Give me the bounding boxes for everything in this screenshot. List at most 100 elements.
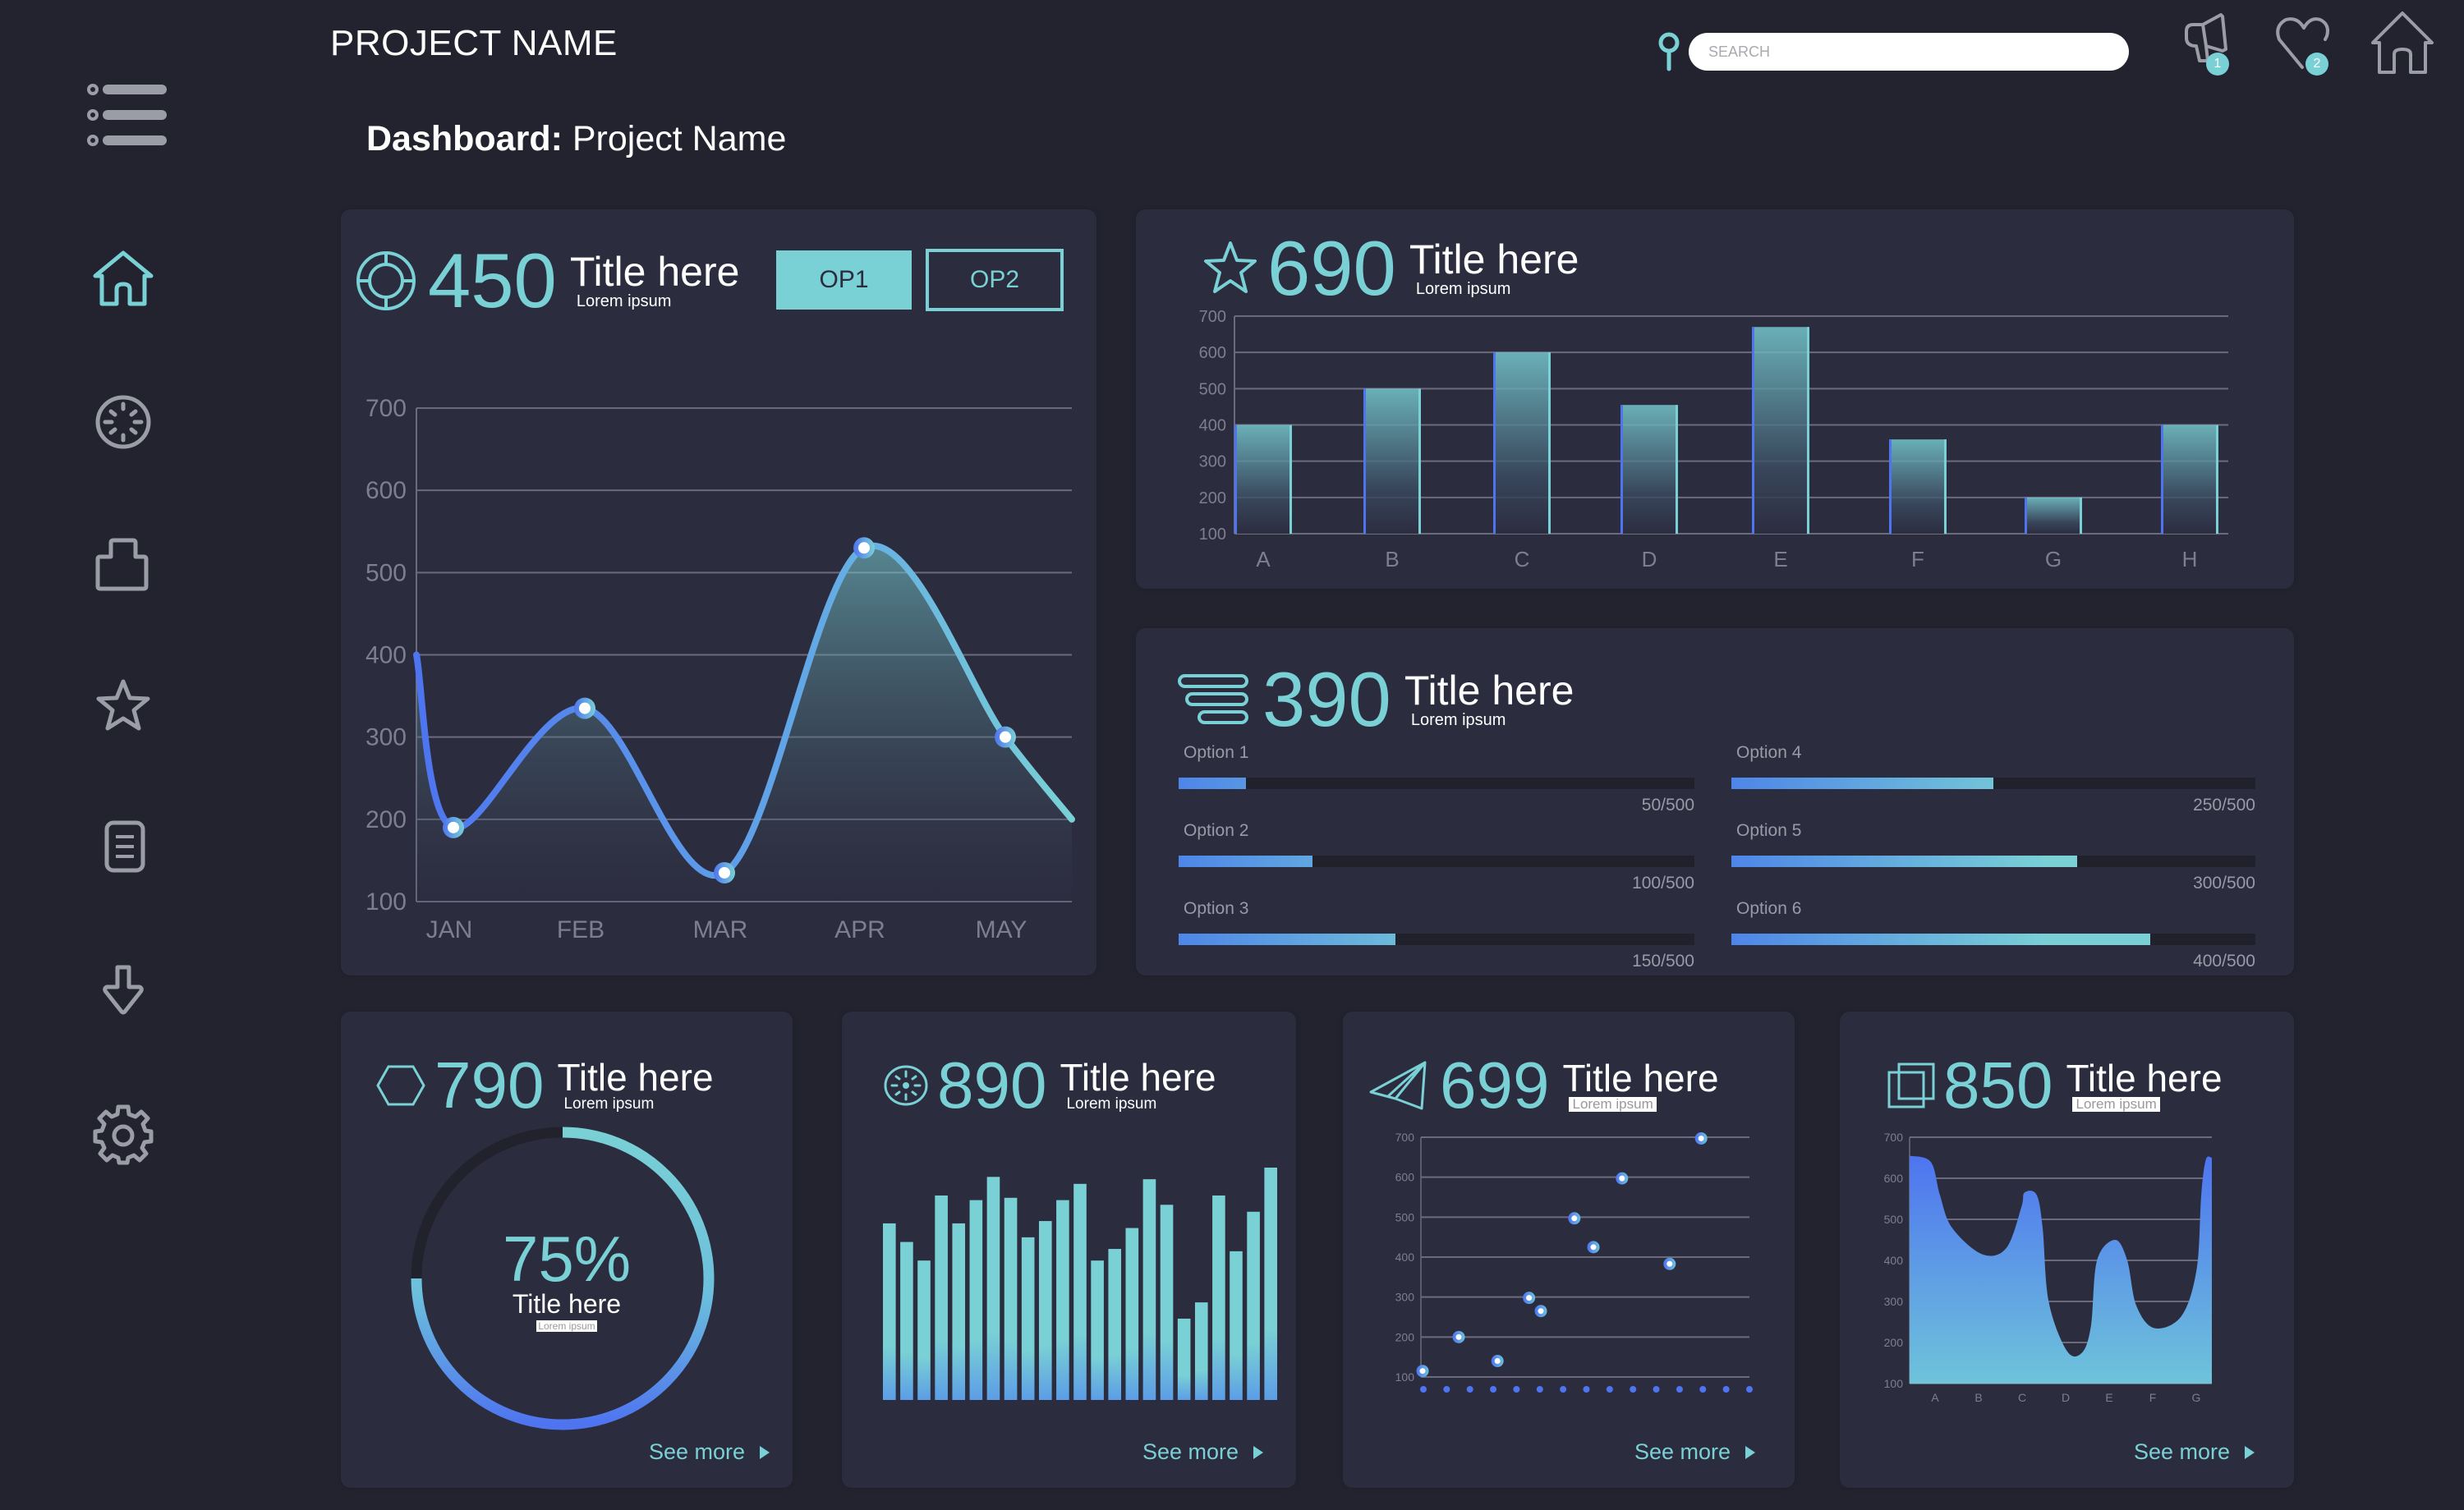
metric-value: 690 bbox=[1267, 225, 1396, 311]
search-input[interactable] bbox=[1689, 33, 2129, 71]
see-more-label: See more bbox=[2133, 1439, 2230, 1464]
dashboard-label: Dashboard: bbox=[366, 119, 563, 158]
bar bbox=[1363, 388, 1421, 534]
y-tick-label: 500 bbox=[365, 559, 407, 586]
progress-label: Option 3 bbox=[1184, 899, 1249, 918]
x-tick-dot bbox=[1466, 1386, 1473, 1393]
play-arrow-icon bbox=[1745, 1445, 1755, 1459]
x-tick-label: D bbox=[2062, 1391, 2070, 1402]
y-tick-label: 500 bbox=[1199, 380, 1226, 398]
op1-button[interactable]: OP1 bbox=[776, 250, 912, 310]
y-tick-label: 200 bbox=[1395, 1330, 1415, 1343]
x-tick-label: A bbox=[1256, 547, 1271, 571]
column-bar bbox=[883, 1223, 896, 1400]
y-tick-label: 400 bbox=[1199, 417, 1226, 435]
donut-subtitle: Lorem ipsum bbox=[536, 1320, 597, 1332]
x-tick-dot bbox=[1490, 1386, 1497, 1393]
card-title: Title here bbox=[1409, 236, 1579, 282]
x-tick-label: JAN bbox=[426, 916, 473, 943]
y-tick-label: 300 bbox=[365, 724, 407, 751]
home-button[interactable] bbox=[2370, 10, 2435, 76]
sidebar-item-documents[interactable] bbox=[90, 815, 156, 880]
sidebar-item-dashboard[interactable] bbox=[90, 389, 156, 455]
card-subtitle: Lorem ipsum bbox=[1569, 1096, 1657, 1113]
play-arrow-icon bbox=[2245, 1445, 2255, 1459]
box-icon bbox=[95, 538, 149, 591]
column-bar bbox=[1160, 1205, 1174, 1400]
donut-card: 790 Title here Lorem ipsum 75% Title her… bbox=[341, 1012, 793, 1488]
dial-icon bbox=[95, 395, 151, 449]
column-bar bbox=[1194, 1302, 1208, 1400]
download-arrow-icon bbox=[103, 965, 144, 1015]
sidebar-item-download[interactable] bbox=[90, 959, 156, 1025]
x-tick-label: MAR bbox=[693, 916, 748, 943]
card-subtitle: Lorem ipsum bbox=[563, 1095, 655, 1113]
heart-icon bbox=[2276, 17, 2329, 69]
progress-fill bbox=[1179, 856, 1313, 867]
card-header: 690 Title here Lorem ipsum bbox=[1202, 230, 1579, 307]
area-chart-card: 850 Title here Lorem ipsum 700 600 500 400 3… bbox=[1840, 1012, 2294, 1488]
x-tick-label: C bbox=[1515, 547, 1530, 571]
card-header: 790 Title here Lorem ipsum bbox=[375, 1053, 714, 1118]
see-more-link[interactable]: See more bbox=[649, 1439, 770, 1465]
x-tick-dot bbox=[1583, 1386, 1590, 1393]
card-title: Title here bbox=[1404, 668, 1574, 714]
target-icon bbox=[356, 251, 416, 310]
card-subtitle: Lorem ipsum bbox=[1066, 1095, 1157, 1113]
data-point-center bbox=[579, 702, 591, 714]
y-tick-label: 400 bbox=[365, 642, 407, 669]
see-more-link[interactable]: See more bbox=[1142, 1439, 1263, 1465]
see-more-link[interactable]: See more bbox=[1634, 1439, 1755, 1465]
x-tick-label: APR bbox=[834, 916, 885, 943]
y-tick-label: 100 bbox=[365, 888, 407, 916]
card-header: 890 Title here Lorem ipsum bbox=[883, 1053, 1216, 1118]
play-arrow-icon bbox=[760, 1445, 770, 1459]
notifications-button[interactable]: 1 bbox=[2177, 10, 2242, 76]
favorites-button[interactable]: 2 bbox=[2271, 10, 2337, 76]
card-title: Title here bbox=[1060, 1055, 1216, 1099]
column-bar bbox=[1091, 1260, 1104, 1400]
column-bar bbox=[1004, 1197, 1018, 1400]
x-tick-dot bbox=[1722, 1386, 1730, 1393]
y-tick-label: 200 bbox=[1884, 1336, 1904, 1349]
sidebar-item-box[interactable] bbox=[90, 532, 156, 598]
op2-button[interactable]: OP2 bbox=[926, 249, 1064, 311]
scatter-point-center bbox=[1666, 1260, 1673, 1267]
see-more-link[interactable]: See more bbox=[2134, 1439, 2255, 1465]
list-menu-icon[interactable] bbox=[86, 78, 168, 152]
y-tick-label: 100 bbox=[1884, 1377, 1904, 1390]
scatter-point-center bbox=[1619, 1175, 1625, 1182]
progress-label: Option 4 bbox=[1736, 743, 1802, 762]
area-chart: 700 600 500 400 300 200 100 A B C D E F G bbox=[1884, 1131, 2212, 1402]
sidebar-item-favorites[interactable] bbox=[90, 673, 156, 739]
column-bar bbox=[1073, 1183, 1087, 1400]
progress-label: Option 6 bbox=[1736, 899, 1802, 918]
donut-title: Title here bbox=[512, 1289, 622, 1319]
y-tick-label: 500 bbox=[1884, 1213, 1904, 1226]
column-bar bbox=[952, 1223, 966, 1400]
column-bar bbox=[1264, 1168, 1277, 1400]
x-tick-label: E bbox=[2105, 1391, 2112, 1402]
x-tick-label: E bbox=[1773, 547, 1787, 571]
card-header: 450 Title here Lorem ipsum bbox=[356, 242, 739, 319]
x-tick-label: D bbox=[1642, 547, 1657, 571]
card-subtitle: Lorem ipsum bbox=[1415, 280, 1511, 298]
progress-value: 300/500 bbox=[2193, 874, 2255, 893]
sidebar-item-home[interactable] bbox=[90, 246, 156, 312]
column-bar bbox=[1247, 1211, 1260, 1400]
hexagon-icon bbox=[376, 1065, 425, 1106]
progress-fill bbox=[1179, 778, 1246, 789]
x-tick-dot bbox=[1653, 1386, 1660, 1393]
x-tick-label: G bbox=[2045, 547, 2062, 571]
y-tick-label: 600 bbox=[1199, 344, 1226, 362]
scatter-point-center bbox=[1419, 1368, 1426, 1375]
donut-percent: 75% bbox=[502, 1223, 632, 1295]
search-icon[interactable] bbox=[1655, 31, 1684, 72]
y-tick-label: 600 bbox=[1395, 1171, 1415, 1184]
progress-track bbox=[1179, 934, 1694, 945]
bar bbox=[1752, 327, 1809, 534]
column-bar bbox=[1108, 1249, 1122, 1400]
sidebar-item-settings[interactable] bbox=[90, 1100, 156, 1166]
favorites-badge: 2 bbox=[2305, 53, 2328, 76]
x-tick-label: G bbox=[2192, 1391, 2201, 1402]
